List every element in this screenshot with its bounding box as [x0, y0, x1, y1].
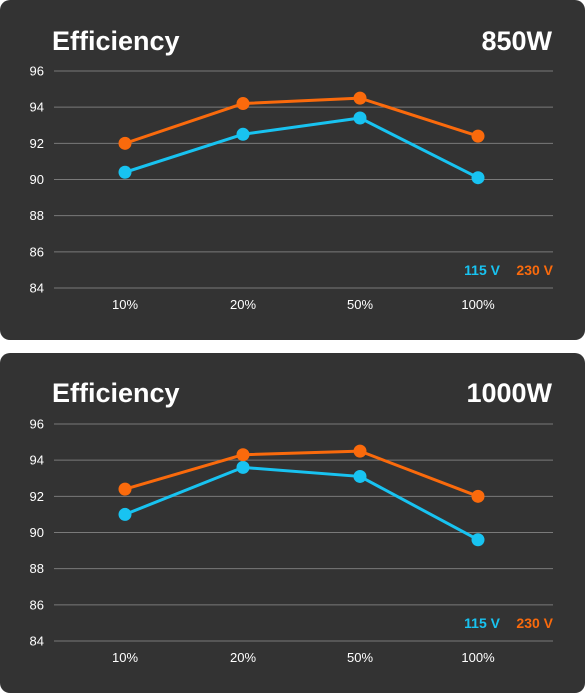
y-tick-label: 88 [30, 208, 44, 223]
series-line-115v [124, 116, 479, 180]
data-point-115v [236, 127, 250, 141]
efficiency-chart-850w: Efficiency 850W 84 86 88 90 92 94 96 10% 20% 50%… [0, 0, 585, 340]
series-line-115v [124, 465, 479, 542]
y-tick-label: 92 [30, 136, 44, 151]
y-tick-label: 96 [30, 417, 44, 432]
chart-title: Efficiency [52, 378, 180, 408]
data-point-230v [353, 444, 367, 458]
y-tick-label: 84 [30, 281, 44, 296]
x-tick-label: 20% [230, 297, 256, 312]
data-point-230v [236, 97, 250, 111]
chart-subtitle: 850W [481, 26, 552, 56]
data-point-230v [118, 482, 132, 496]
x-axis-ticks: 10% 20% 50% 100% [112, 297, 495, 312]
grid-lines [54, 423, 553, 642]
legend-230v: 230 V [516, 262, 553, 278]
data-point-230v [353, 91, 367, 105]
chart-title: Efficiency [52, 26, 180, 56]
x-tick-label: 10% [112, 650, 138, 665]
legend-115v: 115 V [464, 262, 500, 278]
x-tick-label: 50% [347, 650, 373, 665]
data-point-115v [353, 469, 367, 483]
x-tick-label: 20% [230, 650, 256, 665]
y-tick-label: 94 [30, 453, 44, 468]
efficiency-chart-1000w: Efficiency 1000W 84 86 88 90 92 94 96 10% 20% 50… [0, 353, 585, 693]
data-point-115v [118, 165, 132, 179]
y-axis-ticks: 84 86 88 90 92 94 96 [30, 417, 44, 649]
y-tick-label: 90 [30, 525, 44, 540]
data-point-115v [471, 533, 485, 547]
chart-svg-850w: Efficiency 850W 84 86 88 90 92 94 96 10% 20% 50%… [30, 26, 554, 312]
x-tick-label: 50% [347, 297, 373, 312]
chart-svg-1000w: Efficiency 1000W 84 86 88 90 92 94 96 10% 20% 50… [30, 378, 554, 665]
chart-subtitle: 1000W [466, 378, 552, 408]
data-point-115v [353, 111, 367, 125]
y-tick-label: 86 [30, 244, 44, 259]
x-axis-ticks: 10% 20% 50% 100% [112, 650, 495, 665]
y-tick-label: 88 [30, 561, 44, 576]
data-point-230v [118, 136, 132, 150]
x-tick-label: 100% [461, 297, 495, 312]
y-tick-label: 94 [30, 100, 44, 115]
grid-lines [54, 70, 553, 289]
data-point-115v [236, 460, 250, 474]
x-tick-label: 100% [461, 650, 495, 665]
x-tick-label: 10% [112, 297, 138, 312]
series-group [118, 91, 485, 185]
legend-115v: 115 V [464, 615, 500, 631]
y-tick-label: 92 [30, 489, 44, 504]
legend-230v: 230 V [516, 615, 553, 631]
y-tick-label: 90 [30, 172, 44, 187]
y-tick-label: 86 [30, 597, 44, 612]
data-point-115v [118, 507, 132, 521]
y-tick-label: 84 [30, 634, 44, 649]
data-point-230v [471, 129, 485, 143]
data-point-230v [236, 448, 250, 462]
series-group [118, 444, 485, 547]
y-tick-label: 96 [30, 64, 44, 79]
data-point-230v [471, 489, 485, 503]
series-line-230v [124, 96, 479, 145]
y-axis-ticks: 84 86 88 90 92 94 96 [30, 64, 44, 296]
data-point-115v [471, 171, 485, 185]
series-line-230v [124, 449, 479, 498]
